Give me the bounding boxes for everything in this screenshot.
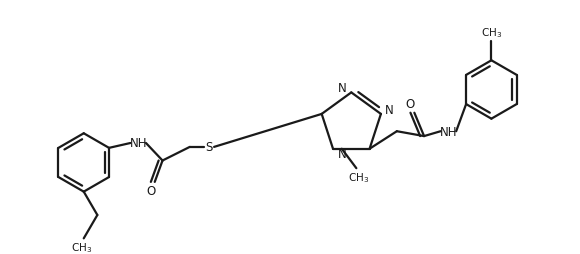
Text: N: N <box>338 82 347 95</box>
Text: N: N <box>385 103 394 116</box>
Text: NH: NH <box>129 137 147 150</box>
Text: CH$_3$: CH$_3$ <box>347 170 369 184</box>
Text: N: N <box>338 148 346 161</box>
Text: O: O <box>406 98 415 111</box>
Text: CH$_3$: CH$_3$ <box>481 26 502 40</box>
Text: O: O <box>146 184 155 197</box>
Text: NH: NH <box>440 125 457 138</box>
Text: CH$_3$: CH$_3$ <box>71 240 92 254</box>
Text: S: S <box>205 141 213 154</box>
